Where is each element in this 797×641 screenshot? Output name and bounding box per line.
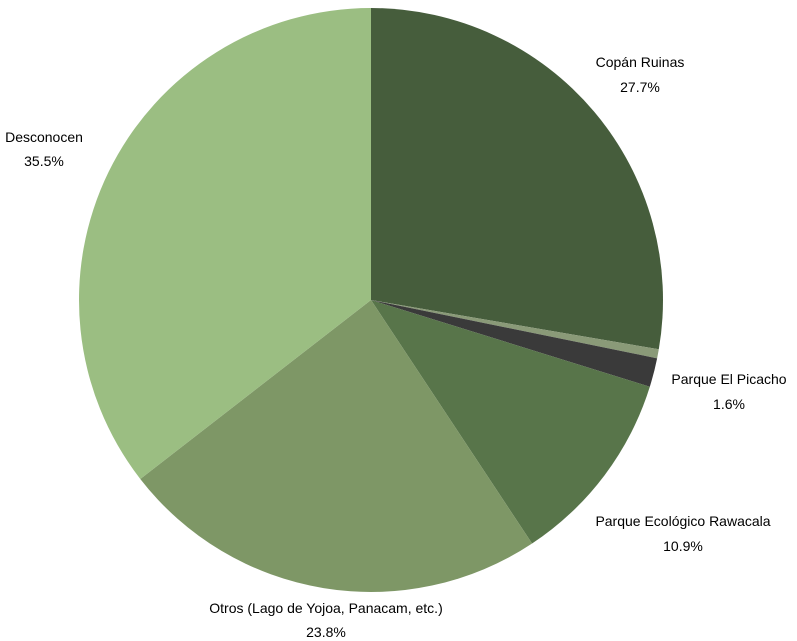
slice-unlabeled-1 <box>371 300 659 359</box>
slice-parque-ecologico-rawacala <box>371 300 650 544</box>
label-copan-ruinas: Copán Ruinas <box>596 54 685 70</box>
value-otros: 23.8% <box>306 624 346 640</box>
value-copan-ruinas: 27.7% <box>620 79 660 95</box>
slice-parque-el-picacho <box>371 300 658 387</box>
value-parque-el-picacho: 1.6% <box>713 396 745 412</box>
value-parque-ecologico-rawacala: 10.9% <box>663 538 703 554</box>
label-desconocen: Desconocen <box>5 129 83 145</box>
pie-slices <box>79 8 663 592</box>
label-otros: Otros (Lago de Yojoa, Panacam, etc.) <box>209 600 442 616</box>
slice-desconocen <box>79 8 371 479</box>
slice-copan-ruinas <box>371 8 663 350</box>
label-parque-ecologico-rawacala: Parque Ecológico Rawacala <box>595 513 770 529</box>
value-desconocen: 35.5% <box>24 153 64 169</box>
slice-otros-lago-de-yojoa-panacam-etc <box>140 300 533 592</box>
pie-labels: Copán Ruinas 27.7% Parque El Picacho 1.6… <box>5 54 787 640</box>
label-parque-el-picacho: Parque El Picacho <box>671 371 786 387</box>
